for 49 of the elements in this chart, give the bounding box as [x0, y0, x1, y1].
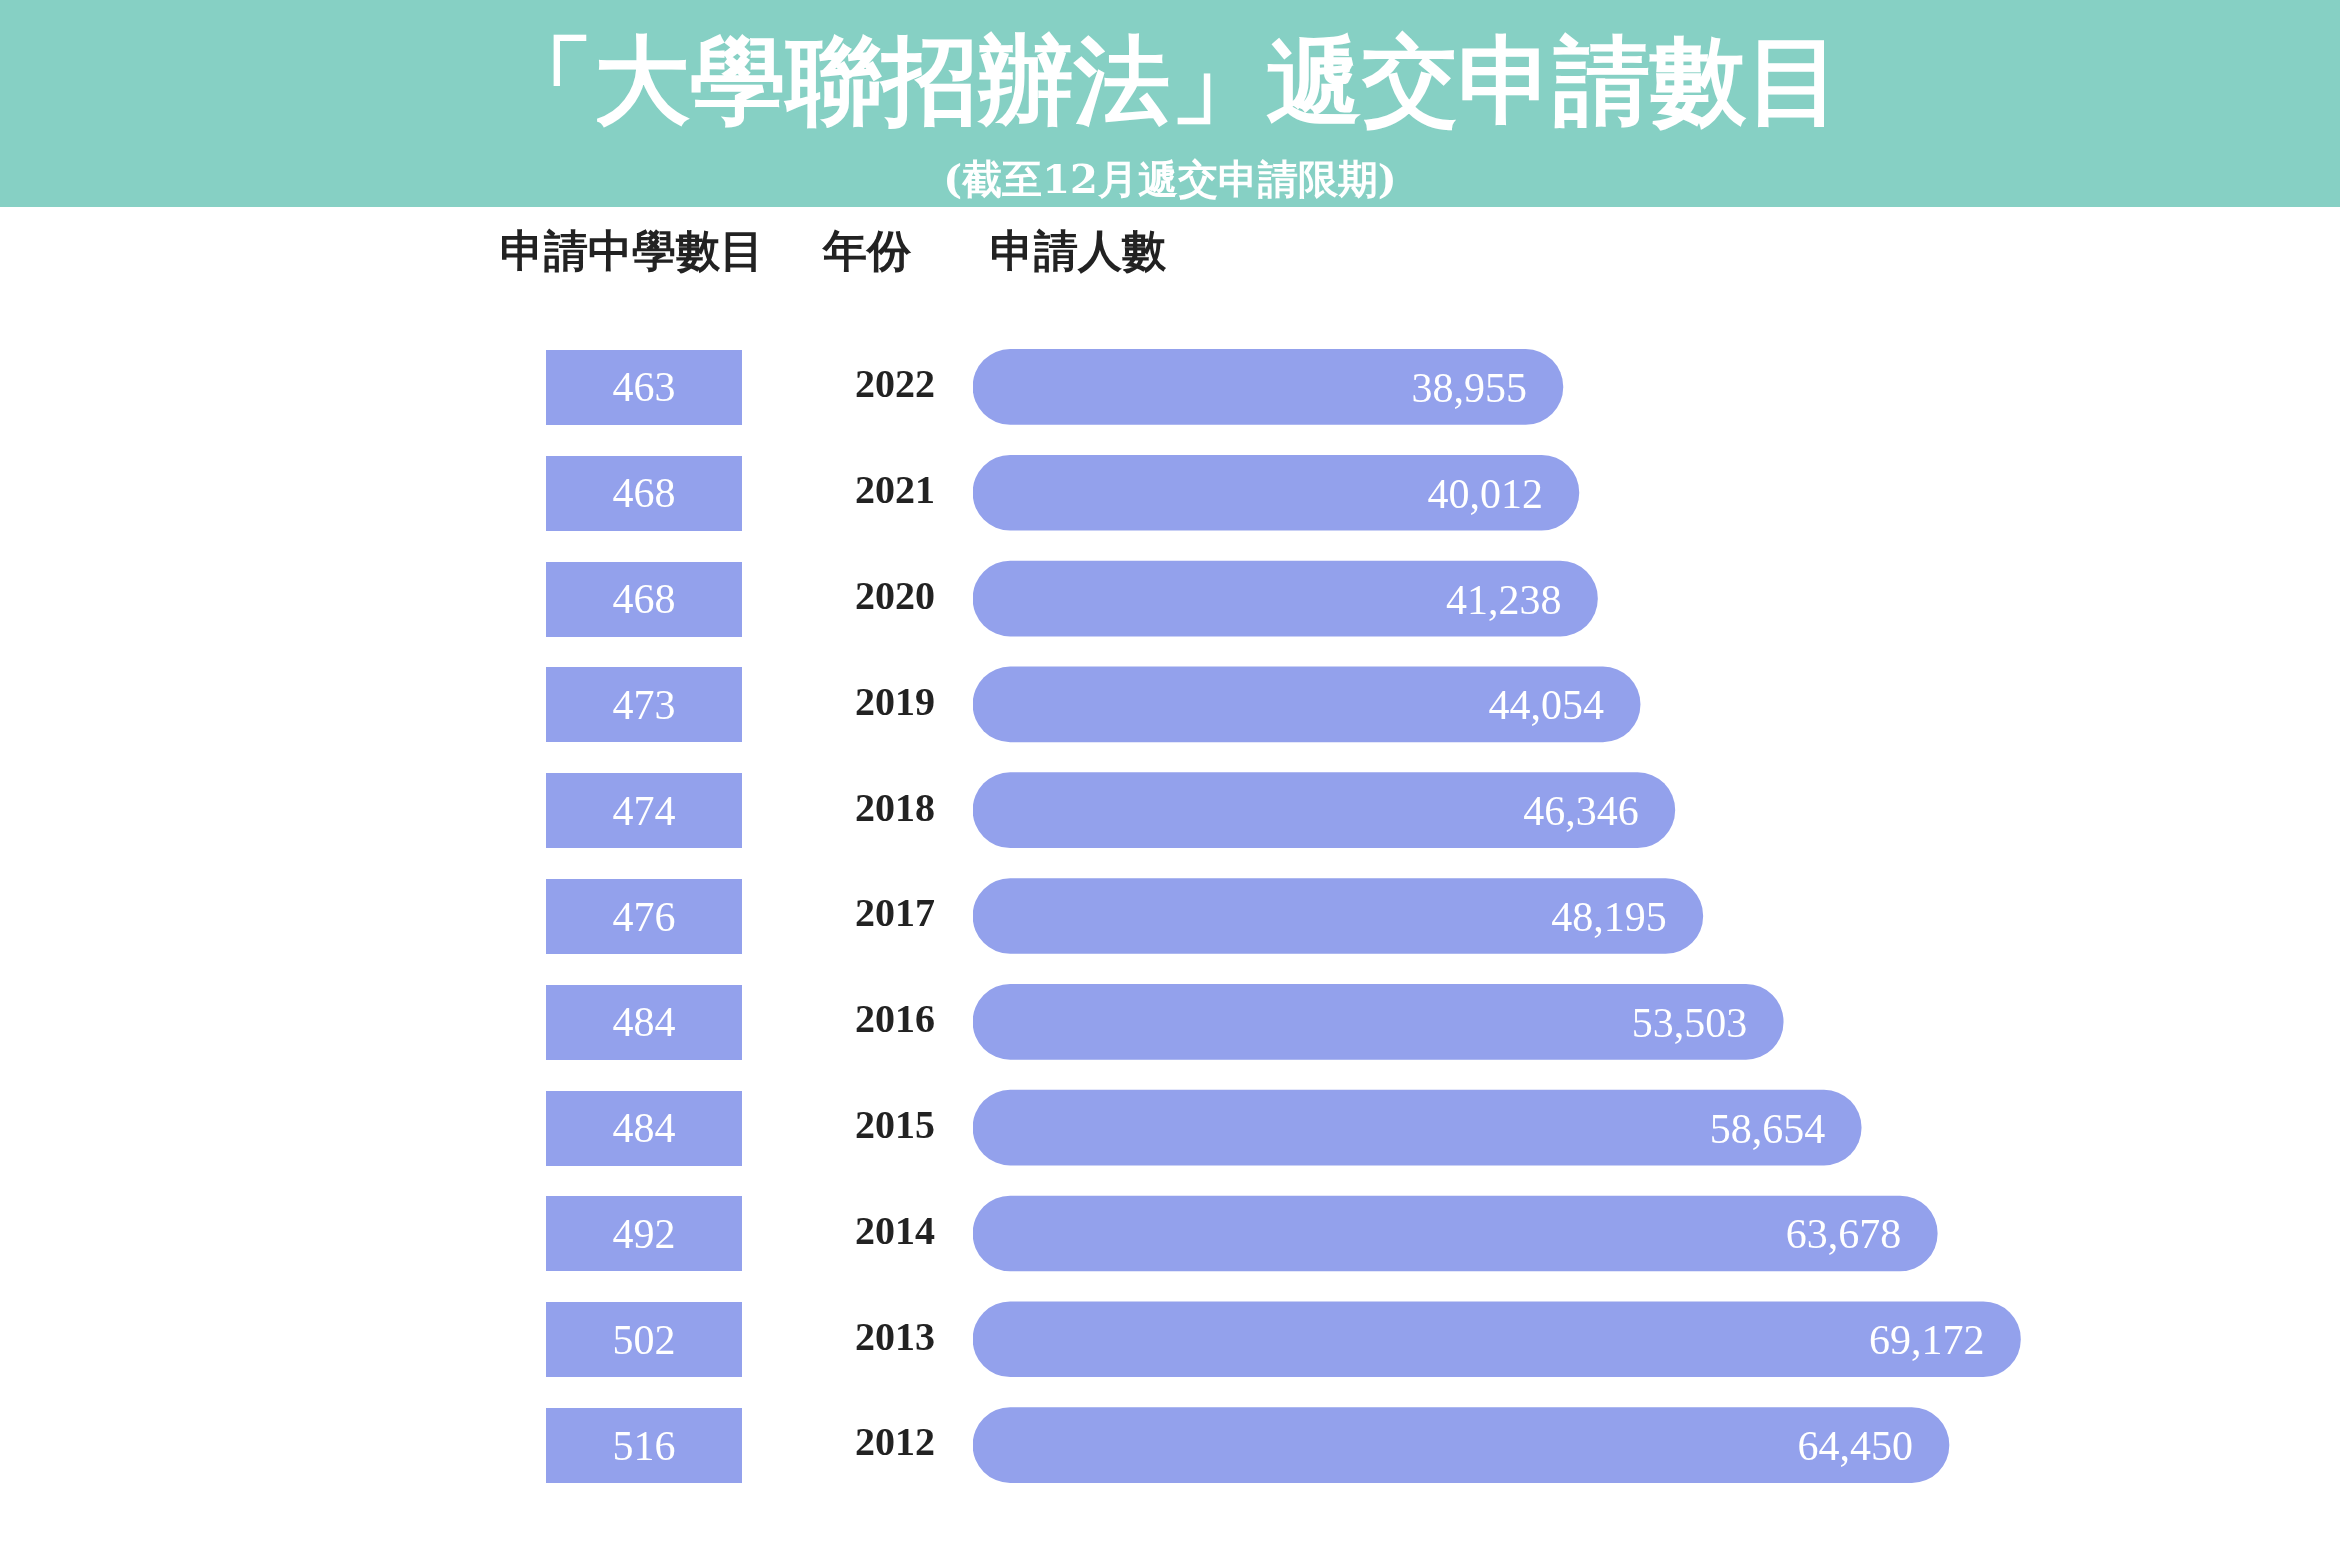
y-tick-label: 2017: [855, 890, 935, 936]
bar: [973, 666, 1641, 743]
data-label: 41,238: [1445, 576, 1562, 623]
data-label: 53,503: [1631, 999, 1748, 1046]
data-label: 474: [546, 773, 742, 849]
data-label: 516: [546, 1408, 742, 1484]
y-axis-title: 年份: [823, 224, 911, 278]
bar: [973, 878, 1704, 954]
bar: [973, 1089, 1862, 1166]
y-tick-label: 2022: [855, 361, 935, 407]
data-label: 502: [546, 1302, 742, 1378]
bar: [973, 1301, 2021, 1378]
data-label: 468: [546, 455, 742, 531]
y-tick-label: 2012: [855, 1419, 935, 1465]
y-tick-label: 2021: [855, 467, 935, 513]
bar: [973, 560, 1598, 637]
data-label: 48,195: [1551, 894, 1667, 941]
text: (截至12月遞交申請限期): [942, 154, 1398, 204]
data-label: 58,654: [1709, 1105, 1826, 1152]
data-label: 473: [546, 667, 742, 743]
y-tick-label: 2018: [855, 784, 935, 830]
text: 申請中學數目: [500, 224, 764, 278]
y-tick-label: 2020: [855, 572, 935, 618]
data-label: 46,346: [1523, 788, 1639, 835]
text: 「大學聯招辦法」遞交申請數目: [497, 23, 1843, 139]
y-tick-label: 2015: [855, 1101, 935, 1147]
bar: [973, 349, 1564, 425]
data-label: 468: [546, 561, 742, 637]
bar: [973, 454, 1580, 531]
data-label: 484: [546, 1090, 742, 1166]
bar: [973, 983, 1784, 1060]
data-label: 40,012: [1427, 470, 1543, 517]
bar: [973, 1407, 1950, 1483]
bar: [973, 772, 1676, 849]
y-tick-label: 2013: [855, 1313, 935, 1359]
data-label: 64,450: [1797, 1423, 1913, 1470]
data-label: 38,955: [1411, 364, 1527, 411]
data-label: 63,678: [1785, 1211, 1902, 1258]
data-label: 476: [546, 879, 742, 954]
y-tick-label: 2014: [855, 1207, 935, 1253]
y-tick-label: 2019: [855, 678, 935, 724]
y-tick-label: 2016: [855, 996, 935, 1042]
data-label: 69,172: [1868, 1317, 1985, 1364]
data-label: 484: [546, 984, 742, 1060]
x-axis-title: 申請人數: [990, 224, 1166, 278]
bar: [973, 1195, 1938, 1272]
data-label: 44,054: [1488, 682, 1605, 729]
data-label: 463: [546, 349, 742, 425]
data-label: 492: [546, 1196, 742, 1272]
